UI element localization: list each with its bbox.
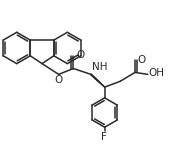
Text: O: O <box>55 75 63 85</box>
Text: O: O <box>76 50 84 60</box>
Text: OH: OH <box>149 68 165 78</box>
Text: O: O <box>137 55 145 65</box>
Text: F: F <box>101 132 107 142</box>
Text: NH: NH <box>92 62 107 72</box>
Polygon shape <box>91 74 105 87</box>
